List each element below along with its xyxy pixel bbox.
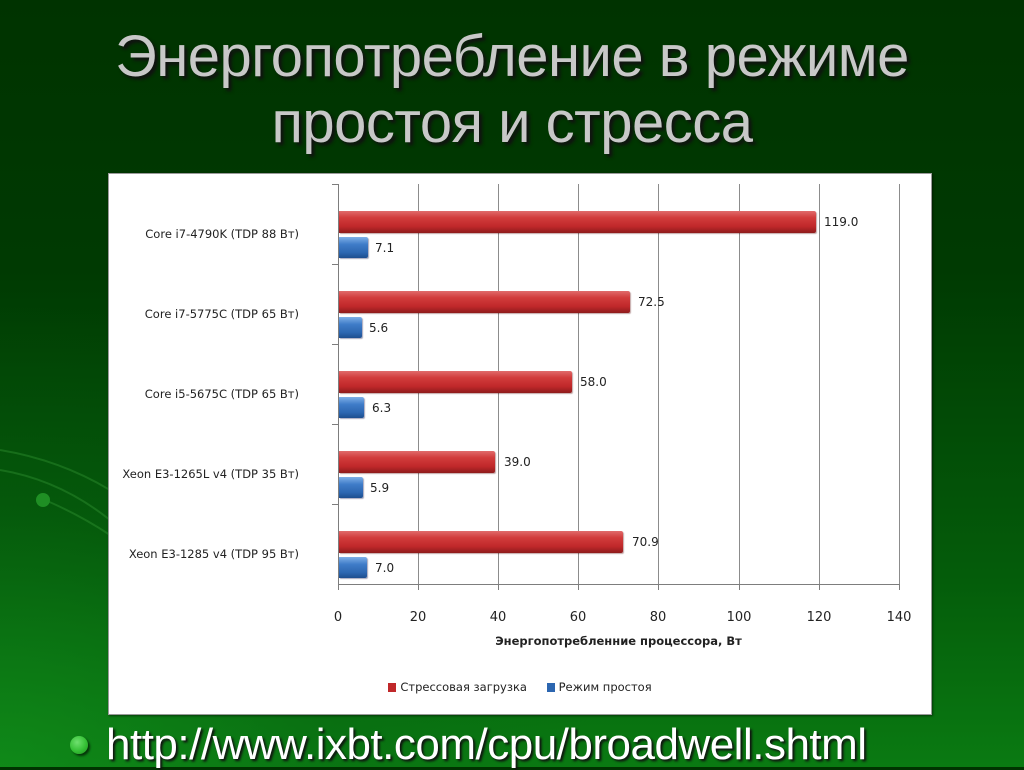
- category-label: Xeon E3-1285 v4 (TDP 95 Вт): [128, 547, 299, 561]
- value-label-idle: 5.9: [370, 481, 390, 495]
- bar-idle: [339, 557, 367, 578]
- x-tick: [658, 584, 659, 590]
- x-tick-label: 120: [806, 610, 832, 625]
- plot-area: 0 20 40 60 80 100 120 140 Core i7-4790K …: [122, 184, 911, 625]
- y-axis: [338, 184, 339, 584]
- category-label: Xeon E3-1265L v4 (TDP 35 Вт): [122, 467, 299, 481]
- gridline-60: [578, 184, 579, 584]
- x-tick-label: 40: [489, 610, 507, 625]
- decorative-swoosh-icon: [0, 449, 110, 536]
- x-tick: [498, 584, 499, 590]
- bar-stress: [339, 371, 572, 393]
- bar-stress: [339, 531, 623, 553]
- x-tick: [338, 584, 339, 590]
- bar-idle: [339, 397, 364, 418]
- source-link[interactable]: http://www.ixbt.com/cpu/broadwell.shtml: [106, 719, 867, 769]
- y-tick: [332, 504, 338, 505]
- category-label: Core i7-4790K (TDP 88 Вт): [145, 227, 299, 241]
- legend-swatch-red-icon: [388, 682, 397, 692]
- bullet-dot-icon: [70, 735, 88, 754]
- x-tick: [418, 584, 419, 590]
- value-label-stress: 39.0: [504, 455, 531, 469]
- gridline-100: [739, 184, 740, 584]
- x-tick-label: 140: [886, 610, 912, 625]
- gridline-140: [899, 184, 900, 584]
- bar-idle: [339, 317, 362, 338]
- x-tick: [578, 584, 579, 590]
- y-tick: [332, 344, 338, 345]
- value-label-stress: 72.5: [638, 295, 665, 309]
- bar-idle: [339, 237, 368, 258]
- y-tick: [332, 184, 338, 185]
- legend-swatch-blue-icon: [546, 682, 555, 692]
- chart-legend: Стрессовая загрузка Режим простоя: [109, 680, 931, 695]
- slide-title-line-1: Энергопотребление в режиме: [115, 24, 909, 89]
- value-label-stress: 70.9: [632, 535, 659, 549]
- category-label: Core i7-5775C (TDP 65 Вт): [144, 307, 299, 321]
- slide-title: Энергопотребление в режиме простоя и стр…: [0, 24, 1024, 156]
- chart-panel: 0 20 40 60 80 100 120 140 Core i7-4790K …: [108, 173, 932, 715]
- bar-stress: [339, 291, 630, 313]
- value-label-idle: 7.1: [375, 241, 395, 255]
- legend-item-idle: Режим простоя: [546, 680, 652, 694]
- slide-title-line-2: простоя и стресса: [271, 90, 753, 155]
- value-label-stress: 119.0: [824, 215, 859, 229]
- gridline-80: [658, 184, 659, 584]
- category-label: Core i5-5675C (TDP 65 Вт): [144, 387, 299, 401]
- bar-idle: [339, 477, 363, 498]
- bar-stress: [339, 211, 816, 233]
- x-tick-label: 20: [409, 610, 427, 625]
- x-tick: [899, 584, 900, 590]
- source-bullet: http://www.ixbt.com/cpu/broadwell.shtml: [70, 719, 867, 769]
- x-tick-label: 0: [333, 610, 343, 625]
- value-label-stress: 58.0: [580, 375, 607, 389]
- legend-item-stress: Стрессовая загрузка: [388, 680, 527, 694]
- gridline-120: [819, 184, 820, 584]
- x-tick-label: 100: [726, 610, 752, 625]
- x-tick: [739, 584, 740, 590]
- value-label-idle: 7.0: [375, 561, 395, 575]
- bar-stress: [339, 451, 495, 473]
- y-tick: [332, 424, 338, 425]
- x-tick-label: 60: [569, 610, 587, 625]
- x-axis: [338, 584, 900, 585]
- x-tick: [819, 584, 820, 590]
- legend-label: Режим простоя: [558, 680, 652, 694]
- value-label-idle: 5.6: [369, 321, 389, 335]
- legend-label: Стрессовая загрузка: [400, 680, 527, 694]
- y-tick: [332, 264, 338, 265]
- value-label-idle: 6.3: [372, 401, 392, 415]
- x-tick-label: 80: [649, 610, 667, 625]
- x-axis-title: Энергопотребленние процессора, Вт: [495, 634, 742, 648]
